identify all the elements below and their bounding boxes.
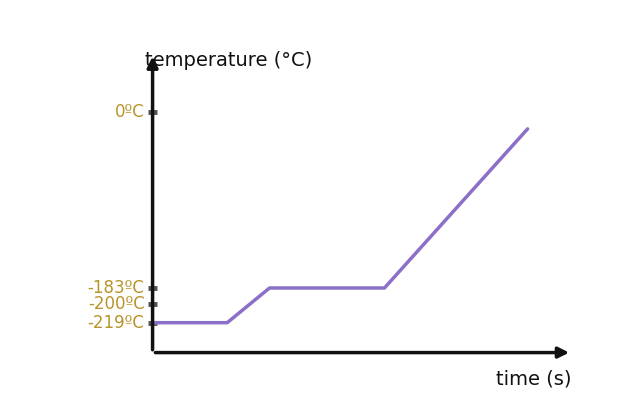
Text: -183ºC: -183ºC [88, 279, 145, 297]
Text: 0ºC: 0ºC [115, 103, 145, 120]
Text: time (s): time (s) [497, 370, 572, 389]
Text: temperature (°C): temperature (°C) [145, 51, 312, 70]
Text: -219ºC: -219ºC [88, 314, 145, 332]
Text: -200ºC: -200ºC [88, 295, 145, 313]
